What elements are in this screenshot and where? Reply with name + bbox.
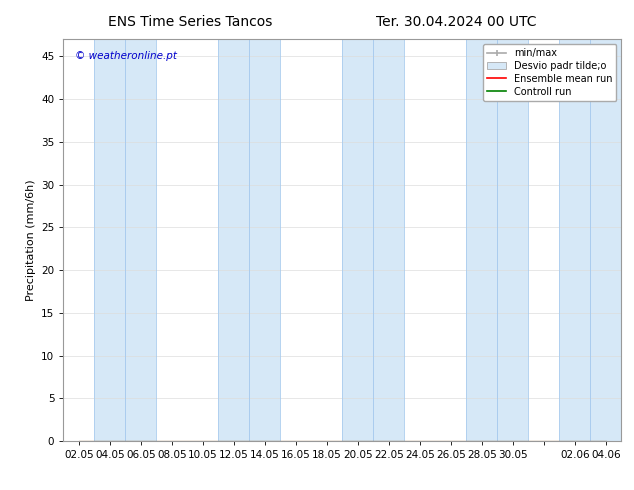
Bar — [249, 39, 280, 441]
Bar — [590, 39, 621, 441]
Bar — [497, 39, 528, 441]
Bar — [126, 39, 157, 441]
Bar — [373, 39, 404, 441]
Bar — [218, 39, 249, 441]
Bar — [559, 39, 590, 441]
Bar — [467, 39, 497, 441]
Bar — [94, 39, 126, 441]
Bar — [342, 39, 373, 441]
Text: © weatheronline.pt: © weatheronline.pt — [75, 51, 176, 61]
Legend: min/max, Desvio padr tilde;o, Ensemble mean run, Controll run: min/max, Desvio padr tilde;o, Ensemble m… — [483, 44, 616, 100]
Text: ENS Time Series Tancos: ENS Time Series Tancos — [108, 15, 273, 29]
Text: Ter. 30.04.2024 00 UTC: Ter. 30.04.2024 00 UTC — [376, 15, 537, 29]
Y-axis label: Precipitation (mm/6h): Precipitation (mm/6h) — [25, 179, 36, 301]
